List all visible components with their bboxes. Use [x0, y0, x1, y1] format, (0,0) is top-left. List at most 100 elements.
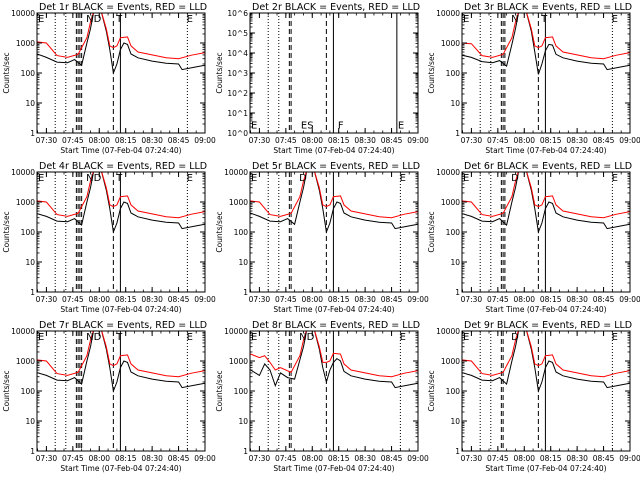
x-tick-label: 07:45 — [275, 136, 297, 145]
x-tick-label: 09:00 — [194, 136, 216, 145]
panel-title: Det 6r BLACK = Events, RED = LLD — [464, 161, 632, 172]
x-tick-label: 08:15 — [328, 454, 350, 463]
lld-series-line — [250, 331, 418, 378]
x-tick-label: 09:00 — [194, 295, 216, 304]
x-tick-label: 08:15 — [540, 454, 562, 463]
lld-series-line — [37, 13, 205, 60]
y-axis-label: Counts/sec — [215, 370, 224, 411]
y-tick-label: 10^5 — [227, 29, 248, 38]
x-tick-label: 09:00 — [619, 454, 640, 463]
y-tick-label: 10000 — [11, 327, 35, 336]
x-tick-label: 08:30 — [566, 136, 588, 145]
panel-det-1: Det 1r BLACK = Events, RED = LLD 1 10 100 10… — [2, 2, 216, 155]
lld-series-line — [462, 331, 630, 378]
x-tick-label: 09:00 — [407, 136, 429, 145]
event-annotation: T — [115, 173, 123, 184]
x-tick-label: 08:00 — [88, 295, 110, 304]
y-tick-label: 100 — [234, 228, 249, 237]
y-tick-label: 1 — [30, 447, 35, 456]
x-tick-label: 08:15 — [540, 136, 562, 145]
events-series-line — [462, 13, 630, 75]
x-tick-label: 07:45 — [62, 295, 84, 304]
event-annotation: E — [463, 14, 469, 25]
panel-title: Det 1r BLACK = Events, RED = LLD — [39, 2, 207, 13]
x-tick-label: 07:45 — [62, 136, 84, 145]
lld-series-line — [37, 172, 205, 219]
panel-title: Det 2r BLACK = Events, RED = LLD — [252, 2, 420, 13]
x-tick-label: 07:30 — [249, 136, 271, 145]
x-tick-label: 08:15 — [328, 136, 350, 145]
event-annotation: T — [115, 332, 123, 343]
events-series-line — [37, 331, 205, 393]
y-tick-label: 10^4 — [227, 49, 248, 58]
event-annotation: N — [511, 14, 518, 25]
y-tick-label: 10000 — [224, 327, 248, 336]
x-tick-label: 08:00 — [513, 454, 535, 463]
x-tick-label: 08:00 — [513, 295, 535, 304]
event-annotation: T — [115, 14, 123, 25]
y-tick-label: 1000 — [16, 198, 35, 207]
event-annotation: F — [338, 120, 344, 131]
panel-title: Det 3r BLACK = Events, RED = LLD — [464, 2, 632, 13]
panel-title: Det 4r BLACK = Events, RED = LLD — [39, 161, 207, 172]
x-axis-label: Start Time (07-Feb-04 07:24:40) — [485, 305, 606, 314]
y-tick-label: 1 — [30, 288, 35, 297]
event-annotation: E — [612, 173, 618, 184]
event-annotation: E — [398, 120, 404, 131]
x-tick-label: 09:00 — [194, 454, 216, 463]
y-tick-label: 100 — [446, 387, 461, 396]
event-annotation: ND — [86, 332, 101, 343]
x-axis-label: Start Time (07-Feb-04 07:24:40) — [485, 146, 606, 155]
x-tick-label: 08:45 — [593, 454, 615, 463]
x-tick-label: 08:30 — [141, 136, 163, 145]
y-tick-label: 1 — [243, 288, 248, 297]
panel-det-2: Det 2r BLACK = Events, RED = LLD 10^0 10^1… — [215, 2, 429, 155]
x-tick-label: 08:45 — [168, 136, 190, 145]
y-axis-label: Counts/sec — [427, 211, 436, 252]
x-tick-label: 07:45 — [275, 454, 297, 463]
panel-det-7: Det 7r BLACK = Events, RED = LLD 1 10 100 10… — [2, 320, 216, 473]
x-tick-label: 07:30 — [36, 295, 58, 304]
plot-frame — [36, 12, 206, 134]
x-tick-label: 08:30 — [354, 454, 376, 463]
x-tick-label: 08:45 — [168, 454, 190, 463]
y-tick-label: 100 — [446, 228, 461, 237]
event-annotation: E — [38, 14, 44, 25]
y-tick-label: 1 — [30, 129, 35, 138]
y-tick-label: 10000 — [11, 9, 35, 18]
y-tick-label: 1 — [455, 288, 460, 297]
y-axis-label: Counts/sec — [427, 370, 436, 411]
y-tick-label: 1000 — [441, 198, 460, 207]
x-tick-label: 07:30 — [461, 454, 483, 463]
event-annotation: ND — [86, 14, 101, 25]
x-tick-label: 08:30 — [566, 295, 588, 304]
panel-det-5: Det 5r BLACK = Events, RED = LLD 1 10 100 10… — [215, 161, 429, 314]
x-tick-label: 09:00 — [407, 454, 429, 463]
x-tick-label: 07:30 — [249, 454, 271, 463]
x-tick-label: 08:00 — [513, 136, 535, 145]
x-axis-label: Start Time (07-Feb-04 07:24:40) — [273, 464, 394, 473]
y-tick-label: 10000 — [436, 9, 460, 18]
x-axis-label: Start Time (07-Feb-04 07:24:40) — [273, 305, 394, 314]
event-annotation: T — [540, 14, 548, 25]
x-tick-label: 08:00 — [88, 454, 110, 463]
x-tick-label: 08:45 — [381, 454, 403, 463]
y-axis-label: Counts/sec — [427, 52, 436, 93]
y-tick-label: 100 — [446, 69, 461, 78]
x-tick-label: 07:30 — [461, 295, 483, 304]
x-axis-label: Start Time (07-Feb-04 07:24:40) — [60, 464, 181, 473]
event-annotation: E — [251, 332, 257, 343]
x-tick-label: 09:00 — [407, 295, 429, 304]
y-tick-label: 10 — [25, 258, 35, 267]
y-tick-label: 1 — [243, 447, 248, 456]
y-tick-label: 100 — [21, 387, 36, 396]
y-tick-label: 10 — [450, 99, 460, 108]
panel-det-6: Det 6r BLACK = Events, RED = LLD 1 10 100 10… — [427, 161, 640, 314]
events-series-line — [37, 13, 205, 75]
x-tick-label: 08:00 — [301, 295, 323, 304]
event-annotation: E — [187, 332, 193, 343]
y-tick-label: 10^2 — [227, 89, 248, 98]
y-tick-label: 10^6 — [227, 9, 248, 18]
y-tick-label: 10 — [25, 99, 35, 108]
panel-title: Det 7r BLACK = Events, RED = LLD — [39, 320, 207, 331]
